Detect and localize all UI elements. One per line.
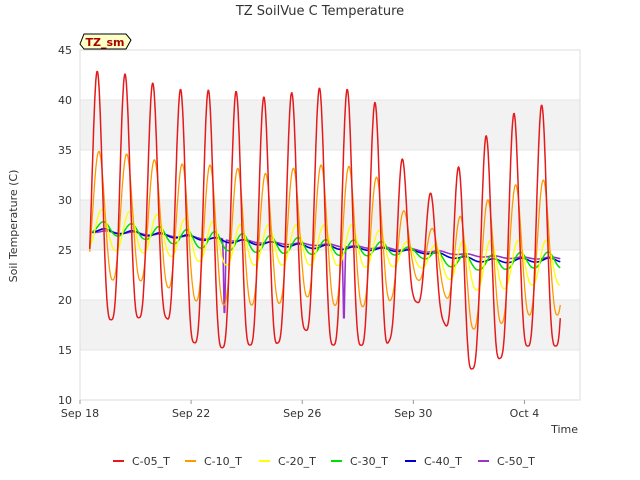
x-tick-label: Sep 26 — [283, 407, 321, 420]
y-tick-label: 20 — [58, 294, 72, 307]
x-tick-label: Sep 22 — [172, 407, 210, 420]
y-axis-label: Soil Temperature (C) — [7, 170, 20, 283]
x-tick-label: Sep 30 — [394, 407, 432, 420]
x-tick-label: Sep 18 — [61, 407, 99, 420]
background-bands — [80, 100, 580, 350]
y-tick-label: 10 — [58, 394, 72, 407]
y-tick-label: 25 — [58, 244, 72, 257]
site-badge-label: TZ_sm — [86, 36, 125, 49]
legend-label-C-40_T: C-40_T — [424, 455, 462, 468]
legend-label-C-50_T: C-50_T — [497, 455, 535, 468]
x-tick-label: Oct 4 — [510, 407, 540, 420]
y-tick-label: 35 — [58, 144, 72, 157]
y-tick-label: 30 — [58, 194, 72, 207]
series-lines — [88, 70, 562, 370]
legend-label-C-05_T: C-05_T — [132, 455, 170, 468]
legend-label-C-10_T: C-10_T — [204, 455, 242, 468]
site-badge-box — [79, 33, 132, 50]
chart-title: TZ SoilVue C Temperature — [235, 4, 404, 19]
site-badge: TZ_sm — [79, 33, 132, 50]
x-axis-label: Time — [550, 423, 578, 436]
series-line-C-05_T — [88, 70, 562, 370]
plot-frame — [79, 49, 581, 401]
y-tick-label: 40 — [58, 94, 72, 107]
y-tick-label: 15 — [58, 344, 72, 357]
legend: C-05_T C-10_T C-20_T C-30_T C-40_T C-50_T — [113, 455, 535, 468]
x-axis-ticks: Sep 18 Sep 22 Sep 26 Sep 30 Oct 4 — [61, 400, 539, 420]
legend-label-C-20_T: C-20_T — [278, 455, 316, 468]
y-axis-ticks: 10 15 20 25 30 35 40 45 — [58, 44, 72, 407]
legend-label-C-30_T: C-30_T — [350, 455, 388, 468]
band — [80, 100, 580, 150]
series-line-C-30_T — [89, 220, 561, 271]
y-tick-label: 45 — [58, 44, 72, 57]
